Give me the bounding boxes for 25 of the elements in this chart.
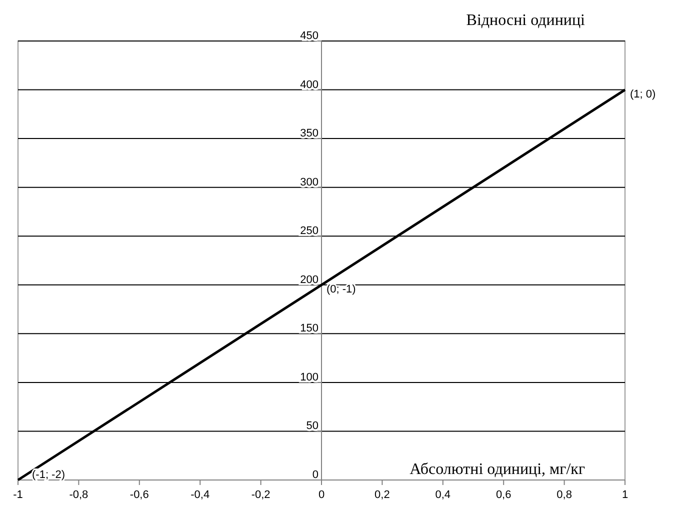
y-tick-label: 50 [306, 420, 318, 432]
x-tick-label: -0,8 [69, 489, 88, 501]
x-tick-label: 0,2 [374, 489, 390, 501]
x-tick-label: -1 [13, 489, 23, 501]
y-tick-label: 350 [300, 128, 318, 140]
y-tick-label: 100 [300, 371, 318, 384]
y-tick-label: 450 [300, 30, 318, 42]
x-tick-label: -0,6 [130, 489, 149, 501]
x-tick-label: 0,8 [556, 489, 572, 501]
x-tick-label: 0,6 [496, 489, 512, 501]
y-tick-label: 150 [300, 322, 318, 335]
annotation: (0; -1) [326, 284, 356, 296]
x-axis-title: Абсолютні одиниці, мг/кг [410, 461, 586, 478]
y-tick-label: 200 [300, 274, 318, 286]
y-tick-label: 300 [300, 176, 318, 188]
x-tick-label: -0,4 [190, 489, 210, 501]
annotation: (1; 0) [630, 88, 656, 101]
y-tick-label: 250 [300, 225, 318, 238]
y-tick-label: 0 [312, 469, 318, 481]
x-tick-label: 1 [622, 489, 628, 501]
y-axis-title: Відносні одиниці [466, 12, 586, 29]
annotation: (-1; -2) [32, 469, 65, 481]
x-tick-label: 0,4 [435, 489, 451, 501]
x-tick-label: -0,2 [251, 489, 270, 501]
y-tick-label: 400 [300, 78, 318, 91]
